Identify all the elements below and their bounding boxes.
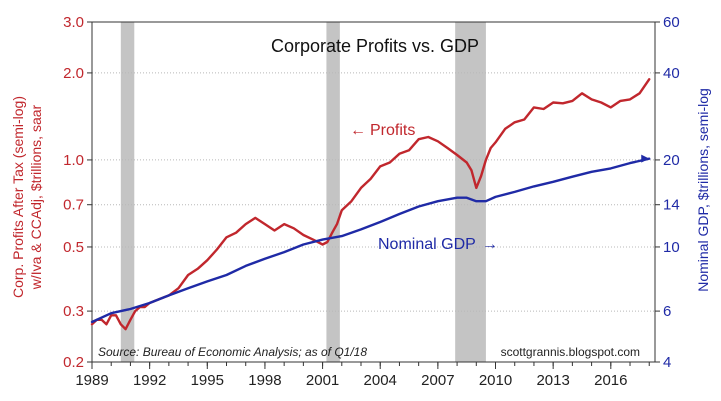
recession-band: [326, 22, 340, 362]
y-left-tick-label: 0.7: [63, 197, 84, 214]
x-axis-ticks: 1989 1992 1995 1998 2001 2004 2007 2010 2013 2016: [75, 362, 650, 389]
x-tick-label: 1995: [191, 372, 224, 389]
y-right-tick-label: 20: [663, 152, 680, 169]
recession-band: [120, 22, 135, 362]
x-tick-label: 2001: [306, 372, 339, 389]
gdp-annotation-label: Nominal GDP: [378, 236, 476, 253]
gdp-line-end-arrowhead: [641, 154, 650, 163]
gdp-arrow: →: [482, 236, 498, 253]
recession-bands: [120, 22, 486, 362]
y-left-label-line2: w/Iva & CCAdj, $trillions, saar: [28, 104, 44, 290]
source-note: Source: Bureau of Economic Analysis; as …: [98, 345, 367, 359]
y-right-label: Nominal GDP, $trillions, semi-log: [695, 88, 711, 292]
y-right-tick-label: 40: [663, 65, 680, 82]
y-left-tick-label: 1.0: [63, 152, 84, 169]
y-left-tick-label: 2.0: [63, 65, 84, 82]
gridlines: [92, 72, 655, 312]
recession-band: [455, 22, 486, 362]
chart-title: Corporate Profits vs. GDP: [271, 36, 479, 56]
y-right-ticks: 4 6 10 14 20 40 60: [655, 14, 680, 371]
x-tick-label: 1998: [248, 372, 281, 389]
y-right-tick-label: 4: [663, 354, 671, 371]
gdp-annotation: Nominal GDP →: [378, 236, 498, 253]
plot-frame: [91, 21, 656, 363]
y-right-tick-label: 6: [663, 303, 671, 320]
nominal-gdp-line: [90, 157, 651, 324]
x-tick-label: 2004: [364, 372, 397, 389]
y-left-tick-label: 3.0: [63, 14, 84, 31]
x-tick-label: 2010: [479, 372, 512, 389]
y-left-label-line1: Corp. Profits After Tax (semi-log): [10, 96, 26, 298]
y-left-tick-label: 0.3: [63, 303, 84, 320]
y-left-tick-label: 0.5: [63, 239, 84, 256]
x-tick-label: 1992: [133, 372, 166, 389]
y-left-tick-label: 0.2: [63, 354, 84, 371]
y-left-ticks: 0.2 0.3 0.5 0.7 1.0 2.0 3.0: [63, 14, 92, 371]
x-tick-label: 2013: [536, 372, 569, 389]
y-right-tick-label: 60: [663, 14, 680, 31]
series-lines: [90, 78, 651, 331]
x-tick-label: 1989: [75, 372, 108, 389]
profits-annotation-label: Profits: [370, 122, 415, 139]
credit-note: scottgrannis.blogspot.com: [501, 345, 640, 359]
y-right-tick-label: 14: [663, 197, 680, 214]
profits-annotation: ← Profits: [350, 122, 415, 139]
y-right-tick-label: 10: [663, 239, 680, 256]
profits-arrow: ←: [350, 122, 366, 139]
x-tick-label: 2007: [421, 372, 454, 389]
x-tick-label: 2016: [594, 372, 627, 389]
